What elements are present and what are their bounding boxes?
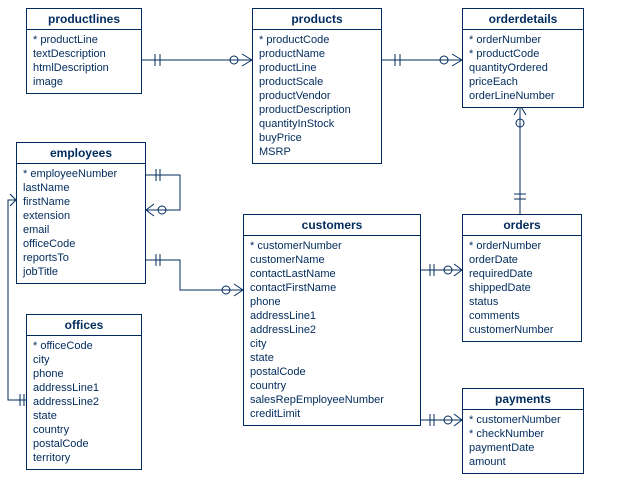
entity-title: products: [253, 9, 381, 30]
entity-fields: * orderNumber * productCode quantityOrde…: [463, 30, 583, 107]
field: state: [250, 351, 414, 365]
entity-productlines: productlines * productLine textDescripti…: [26, 8, 142, 94]
field: MSRP: [259, 145, 375, 159]
field: quantityInStock: [259, 117, 375, 131]
entity-fields: * orderNumber orderDate requiredDate shi…: [463, 236, 581, 341]
entity-employees: employees * employeeNumber lastName firs…: [16, 142, 146, 284]
entity-payments: payments * customerNumber * checkNumber …: [462, 388, 584, 474]
field: city: [33, 353, 135, 367]
field: * customerNumber: [469, 413, 577, 427]
field: comments: [469, 309, 575, 323]
field: customerNumber: [469, 323, 575, 337]
field: reportsTo: [23, 251, 139, 265]
field: contactFirstName: [250, 281, 414, 295]
edge-products-orderdetails: [382, 54, 462, 66]
edge-customers-orders: [421, 264, 462, 276]
entity-orders: orders * orderNumber orderDate requiredD…: [462, 214, 582, 342]
field: htmlDescription: [33, 61, 135, 75]
entity-title: productlines: [27, 9, 141, 30]
erd-canvas: productlines * productLine textDescripti…: [0, 0, 626, 500]
field: shippedDate: [469, 281, 575, 295]
entity-fields: * customerNumber customerName contactLas…: [244, 236, 420, 425]
field: country: [250, 379, 414, 393]
entity-title: customers: [244, 215, 420, 236]
entity-fields: * customerNumber * checkNumber paymentDa…: [463, 410, 583, 473]
field: extension: [23, 209, 139, 223]
field: * orderNumber: [469, 239, 575, 253]
field: orderLineNumber: [469, 89, 577, 103]
field: * officeCode: [33, 339, 135, 353]
entity-title: offices: [27, 315, 141, 336]
field: contactLastName: [250, 267, 414, 281]
entity-customers: customers * customerNumber customerName …: [243, 214, 421, 426]
entity-fields: * officeCode city phone addressLine1 add…: [27, 336, 141, 469]
edge-customers-payments: [421, 414, 462, 426]
entity-offices: offices * officeCode city phone addressL…: [26, 314, 142, 470]
edge-employees-self: [146, 169, 180, 216]
field: phone: [33, 367, 135, 381]
field: orderDate: [469, 253, 575, 267]
field: city: [250, 337, 414, 351]
field: requiredDate: [469, 267, 575, 281]
field: * employeeNumber: [23, 167, 139, 181]
field: phone: [250, 295, 414, 309]
field: state: [33, 409, 135, 423]
field: productDescription: [259, 103, 375, 117]
field: * productLine: [33, 33, 135, 47]
field: postalCode: [250, 365, 414, 379]
field: paymentDate: [469, 441, 577, 455]
field: * customerNumber: [250, 239, 414, 253]
field: country: [33, 423, 135, 437]
entity-title: employees: [17, 143, 145, 164]
field: addressLine1: [250, 309, 414, 323]
field: jobTitle: [23, 265, 139, 279]
field: salesRepEmployeeNumber: [250, 393, 414, 407]
entity-title: payments: [463, 389, 583, 410]
field: territory: [33, 451, 135, 465]
field: customerName: [250, 253, 414, 267]
field: postalCode: [33, 437, 135, 451]
field: status: [469, 295, 575, 309]
field: image: [33, 75, 135, 89]
field: addressLine2: [250, 323, 414, 337]
field: * productCode: [469, 47, 577, 61]
field: addressLine2: [33, 395, 135, 409]
field: productLine: [259, 61, 375, 75]
edge-productlines-products: [142, 54, 252, 66]
entity-orderdetails: orderdetails * orderNumber * productCode…: [462, 8, 584, 108]
field: lastName: [23, 181, 139, 195]
field: productName: [259, 47, 375, 61]
entity-fields: * productLine textDescription htmlDescri…: [27, 30, 141, 93]
field: * orderNumber: [469, 33, 577, 47]
edge-orderdetails-orders: [514, 105, 526, 214]
edge-employees-customers: [146, 254, 243, 296]
field: textDescription: [33, 47, 135, 61]
field: quantityOrdered: [469, 61, 577, 75]
entity-title: orderdetails: [463, 9, 583, 30]
field: productVendor: [259, 89, 375, 103]
field: * productCode: [259, 33, 375, 47]
field: officeCode: [23, 237, 139, 251]
field: firstName: [23, 195, 139, 209]
entity-fields: * productCode productName productLine pr…: [253, 30, 381, 163]
field: priceEach: [469, 75, 577, 89]
field: amount: [469, 455, 577, 469]
entity-title: orders: [463, 215, 581, 236]
field: addressLine1: [33, 381, 135, 395]
field: buyPrice: [259, 131, 375, 145]
entity-products: products * productCode productName produ…: [252, 8, 382, 164]
field: * checkNumber: [469, 427, 577, 441]
field: creditLimit: [250, 407, 414, 421]
field: email: [23, 223, 139, 237]
entity-fields: * employeeNumber lastName firstName exte…: [17, 164, 145, 283]
field: productScale: [259, 75, 375, 89]
